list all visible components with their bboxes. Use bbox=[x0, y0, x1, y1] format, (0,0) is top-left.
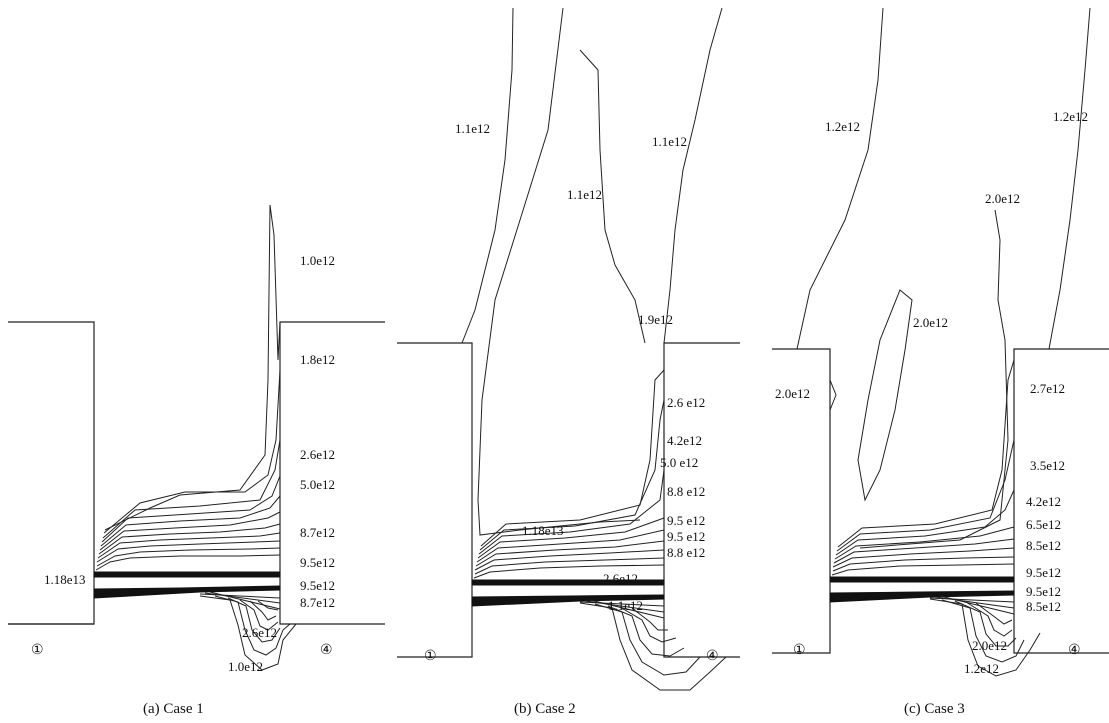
label-b-12: 8.8 e12 bbox=[667, 545, 705, 560]
marker-c-right: ④ bbox=[1068, 643, 1081, 658]
jet-lower-band bbox=[471, 594, 665, 607]
label-c-3: 2.0e12 bbox=[985, 191, 1020, 206]
label-c-4: 2.0e12 bbox=[913, 315, 948, 330]
label-b-11: 9.5 e12 bbox=[667, 529, 705, 544]
panel-case-3: 1.2e12 1.2e12 2.0e12 2.0e12 2.0e12 2.7e1… bbox=[772, 7, 1109, 717]
label-b-3: 1.1e12 bbox=[652, 134, 687, 149]
label-a-4: 5.0e12 bbox=[300, 477, 335, 492]
label-c-15: 1.2e12 bbox=[964, 661, 999, 676]
label-b-6: 4.2e12 bbox=[667, 433, 702, 448]
label-c-14: 2.0e12 bbox=[972, 638, 1007, 653]
label-b-1: 1.1e12 bbox=[455, 121, 490, 136]
label-c-6: 2.7e12 bbox=[1030, 381, 1065, 396]
lower-contours bbox=[579, 599, 727, 691]
caption-a: (a) Case 1 bbox=[143, 701, 204, 717]
label-b-8: 8.8 e12 bbox=[667, 484, 705, 499]
right-block bbox=[663, 342, 740, 658]
marker-c-left: ① bbox=[793, 643, 806, 658]
label-a-5: 8.7e12 bbox=[300, 525, 335, 540]
marker-b-left: ① bbox=[424, 649, 437, 664]
label-b-5: 2.6 e12 bbox=[667, 395, 705, 410]
label-a-9: 8.7e12 bbox=[300, 595, 335, 610]
label-b-14: 1.1e12 bbox=[608, 598, 643, 613]
panel-case-2: 1.1e12 1.1e12 1.1e12 1.9e12 2.6 e12 4.2e… bbox=[397, 7, 740, 717]
right-block bbox=[279, 321, 385, 625]
label-c-11: 9.5e12 bbox=[1026, 565, 1061, 580]
label-b-2: 1.1e12 bbox=[567, 187, 602, 202]
label-a-11: 1.0e12 bbox=[228, 659, 263, 674]
caption-b: (b) Case 2 bbox=[514, 701, 576, 717]
jet-band bbox=[829, 576, 1015, 583]
label-b-10: 9.5 e12 bbox=[667, 513, 705, 528]
jet-lower-band bbox=[93, 585, 281, 599]
label-a-10: 2.6e12 bbox=[242, 625, 277, 640]
label-b-13: 2.6e12 bbox=[603, 571, 638, 586]
label-a-3: 2.6e12 bbox=[300, 447, 335, 462]
jet-band bbox=[93, 571, 281, 578]
farfield-contours bbox=[796, 7, 1091, 549]
label-b-7: 5.0 e12 bbox=[660, 455, 698, 470]
label-c-2: 1.2e12 bbox=[1053, 109, 1088, 124]
label-c-12: 9.5e12 bbox=[1026, 584, 1061, 599]
marker-b-right: ④ bbox=[706, 649, 719, 664]
label-c-5: 2.0e12 bbox=[775, 386, 810, 401]
panel-case-1: 1.0e12 1.8e12 2.6e12 5.0e12 8.7e12 9.5e1… bbox=[8, 204, 385, 717]
jet-lower-band bbox=[829, 590, 1015, 603]
lower-contours bbox=[199, 591, 297, 671]
left-block bbox=[772, 348, 831, 654]
lower-contours bbox=[929, 595, 1041, 677]
caption-c: (c) Case 3 bbox=[904, 701, 965, 717]
left-block bbox=[397, 342, 473, 658]
label-c-9: 6.5e12 bbox=[1026, 517, 1061, 532]
jet-band bbox=[471, 579, 665, 586]
label-a-7: 1.18e13 bbox=[44, 572, 86, 587]
farfield-contours bbox=[461, 7, 723, 536]
upper-contours bbox=[831, 359, 1015, 576]
upper-contours bbox=[473, 369, 665, 579]
label-c-10: 8.5e12 bbox=[1026, 538, 1061, 553]
label-b-9: 1.18e13 bbox=[522, 523, 564, 538]
marker-a-right: ④ bbox=[320, 643, 333, 658]
label-c-13: 8.5e12 bbox=[1026, 599, 1061, 614]
label-c-8: 4.2e12 bbox=[1026, 494, 1061, 509]
label-c-1: 1.2e12 bbox=[825, 119, 860, 134]
label-a-6: 9.5e12 bbox=[300, 555, 335, 570]
label-a-1: 1.0e12 bbox=[300, 253, 335, 268]
upper-contours bbox=[95, 204, 281, 571]
label-a-2: 1.8e12 bbox=[300, 352, 335, 367]
label-b-4: 1.9e12 bbox=[638, 312, 673, 327]
right-block bbox=[1013, 348, 1109, 654]
label-a-8: 9.5e12 bbox=[300, 578, 335, 593]
label-c-7: 3.5e12 bbox=[1030, 458, 1065, 473]
marker-a-left: ① bbox=[31, 643, 44, 658]
